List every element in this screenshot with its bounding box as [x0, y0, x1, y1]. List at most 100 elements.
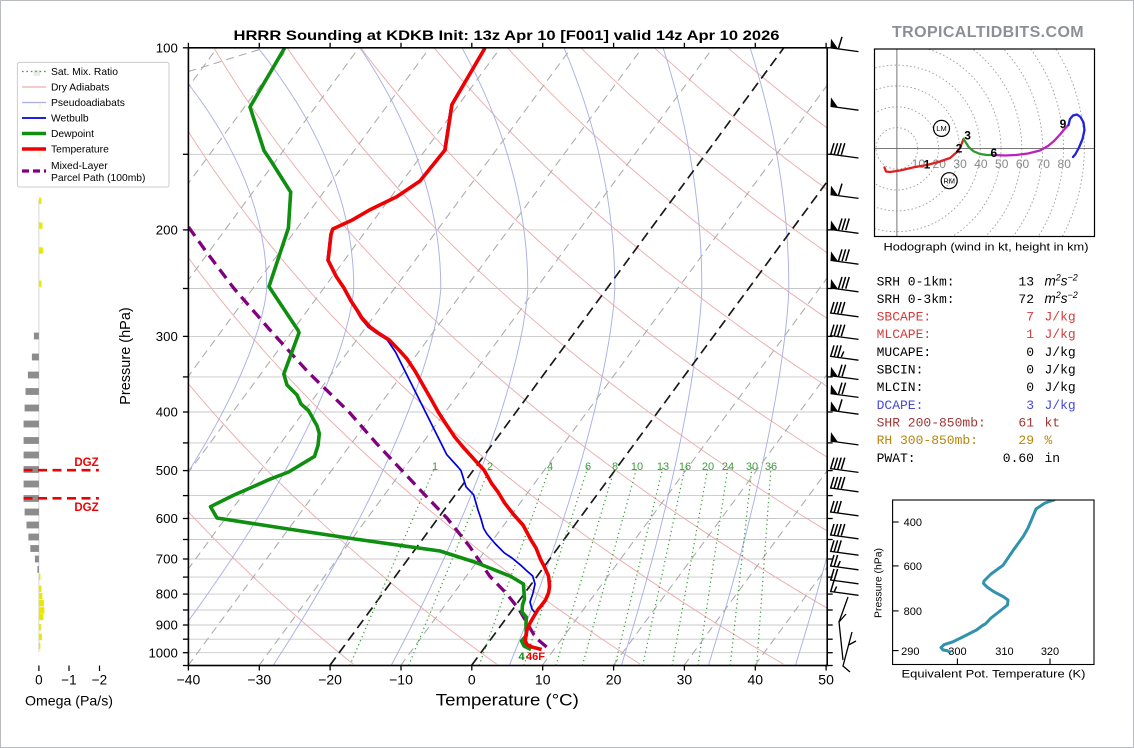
svg-text:6: 6 — [585, 461, 591, 473]
svg-text:2: 2 — [487, 461, 493, 473]
svg-text:SRH 0-3km:: SRH 0-3km: — [877, 292, 955, 307]
svg-text:DCAPE:: DCAPE: — [877, 398, 924, 413]
svg-text:Dry Adiabats: Dry Adiabats — [51, 83, 109, 94]
svg-text:200: 200 — [156, 223, 178, 238]
svg-text:50: 50 — [995, 157, 1009, 171]
svg-text:SBCIN:: SBCIN: — [877, 363, 924, 378]
svg-text:2: 2 — [956, 142, 963, 156]
svg-text:300: 300 — [948, 646, 966, 658]
svg-text:800: 800 — [904, 606, 922, 618]
svg-text:0: 0 — [1026, 380, 1034, 395]
svg-text:−20: −20 — [318, 672, 342, 688]
svg-text:PWAT:: PWAT: — [877, 451, 916, 466]
svg-text:900: 900 — [156, 618, 178, 633]
svg-text:72: 72 — [1018, 292, 1034, 307]
svg-text:Mixed-Layer: Mixed-Layer — [51, 161, 108, 172]
svg-text:29: 29 — [1018, 433, 1034, 448]
svg-text:4: 4 — [518, 651, 525, 663]
svg-text:100: 100 — [156, 40, 178, 55]
svg-text:3: 3 — [1026, 398, 1034, 413]
svg-text:in: in — [1045, 451, 1061, 466]
svg-text:−1: −1 — [61, 673, 76, 688]
svg-text:0: 0 — [1026, 363, 1034, 378]
svg-text:SRH 0-1km:: SRH 0-1km: — [877, 274, 955, 289]
svg-text:Omega (Pa/s): Omega (Pa/s) — [25, 693, 113, 709]
svg-text:60: 60 — [1016, 157, 1030, 171]
svg-text:310: 310 — [995, 646, 1013, 658]
svg-text:4: 4 — [547, 461, 553, 473]
svg-text:Pressure (hPa): Pressure (hPa) — [874, 548, 885, 618]
svg-text:J/kg: J/kg — [1045, 398, 1076, 413]
svg-text:Hodograph (wind in kt, height: Hodograph (wind in kt, height in km) — [884, 242, 1089, 254]
svg-text:320: 320 — [1041, 646, 1059, 658]
svg-text:20: 20 — [702, 461, 714, 473]
svg-text:600: 600 — [904, 561, 922, 573]
svg-text:24: 24 — [722, 461, 734, 473]
svg-text:10: 10 — [535, 672, 551, 688]
svg-text:−30: −30 — [247, 672, 271, 688]
svg-text:8: 8 — [612, 461, 618, 473]
svg-text:0: 0 — [35, 673, 43, 688]
svg-text:J/kg: J/kg — [1045, 310, 1076, 325]
svg-text:800: 800 — [156, 587, 178, 602]
svg-text:13: 13 — [1018, 274, 1034, 289]
svg-text:J/kg: J/kg — [1045, 363, 1076, 378]
svg-text:13: 13 — [657, 461, 669, 473]
svg-text:Pressure (hPa): Pressure (hPa) — [118, 307, 134, 405]
svg-text:RM: RM — [943, 177, 955, 186]
svg-text:MLCIN:: MLCIN: — [877, 380, 924, 395]
svg-text:30: 30 — [746, 461, 758, 473]
svg-text:16: 16 — [679, 461, 691, 473]
svg-text:40: 40 — [748, 672, 764, 688]
svg-text:700: 700 — [156, 552, 178, 567]
svg-text:30: 30 — [953, 157, 967, 171]
svg-text:290: 290 — [901, 646, 919, 658]
svg-text:80: 80 — [1058, 157, 1072, 171]
svg-text:−40: −40 — [177, 672, 201, 688]
svg-text:%: % — [1045, 433, 1053, 448]
svg-text:TROPICALTIDBITS.COM: TROPICALTIDBITS.COM — [892, 24, 1084, 41]
svg-text:36: 36 — [765, 461, 777, 473]
svg-text:J/kg: J/kg — [1045, 327, 1076, 342]
svg-text:J/kg: J/kg — [1045, 345, 1076, 360]
svg-text:300: 300 — [156, 329, 178, 344]
svg-text:MLCAPE:: MLCAPE: — [877, 327, 932, 342]
svg-text:MUCAPE:: MUCAPE: — [877, 345, 932, 360]
svg-text:Parcel Path (100mb): Parcel Path (100mb) — [51, 173, 145, 184]
svg-text:LM: LM — [936, 124, 946, 133]
svg-text:−2: −2 — [92, 673, 107, 688]
svg-text:J/kg: J/kg — [1045, 380, 1076, 395]
svg-text:10: 10 — [631, 461, 643, 473]
svg-text:SBCAPE:: SBCAPE: — [877, 310, 932, 325]
svg-text:SHR 200-850mb:: SHR 200-850mb: — [877, 416, 986, 431]
svg-text:40: 40 — [974, 157, 988, 171]
svg-text:500: 500 — [156, 463, 178, 478]
svg-text:600: 600 — [156, 511, 178, 526]
svg-text:Temperature (°C): Temperature (°C) — [436, 692, 579, 710]
svg-text:0: 0 — [1026, 345, 1034, 360]
svg-text:1: 1 — [432, 461, 438, 473]
svg-text:20: 20 — [606, 672, 622, 688]
svg-text:Sat. Mix. Ratio: Sat. Mix. Ratio — [51, 67, 118, 78]
svg-text:Temperature: Temperature — [51, 145, 109, 156]
svg-text:1000: 1000 — [148, 645, 177, 660]
svg-text:46F: 46F — [526, 651, 545, 663]
svg-text:Pseudoadiabats: Pseudoadiabats — [51, 98, 125, 109]
svg-text:DGZ: DGZ — [74, 457, 98, 469]
svg-text:−10: −10 — [389, 672, 413, 688]
svg-text:RH 300-850mb:: RH 300-850mb: — [877, 433, 978, 448]
svg-text:Equivalent Pot. Temperature (K: Equivalent Pot. Temperature (K) — [902, 669, 1086, 681]
svg-text:70: 70 — [1037, 157, 1051, 171]
svg-text:0: 0 — [468, 672, 476, 688]
svg-text:DGZ: DGZ — [74, 502, 98, 514]
svg-text:50: 50 — [818, 672, 834, 688]
svg-text:400: 400 — [156, 405, 178, 420]
svg-text:Wetbulb: Wetbulb — [51, 114, 89, 125]
svg-text:kt: kt — [1045, 416, 1061, 431]
svg-text:0.60: 0.60 — [1003, 451, 1034, 466]
svg-text:1: 1 — [1026, 327, 1034, 342]
svg-text:6: 6 — [990, 146, 997, 160]
svg-text:61: 61 — [1018, 416, 1034, 431]
svg-text:1: 1 — [924, 158, 931, 172]
svg-text:400: 400 — [904, 517, 922, 529]
